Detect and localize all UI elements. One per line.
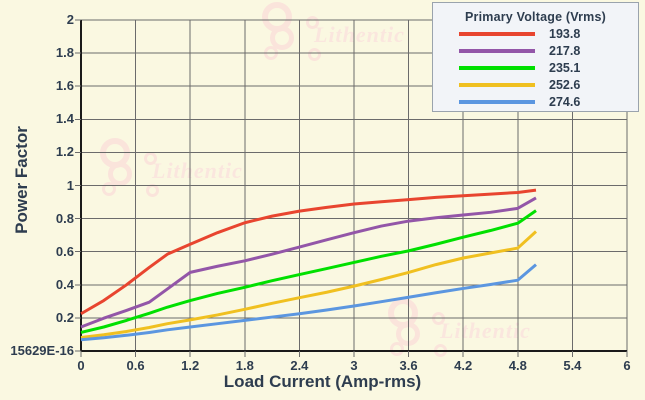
series-line-217.8: [80, 196, 537, 329]
series-line-252.6: [80, 230, 538, 339]
y-tick-label: 0.8: [55, 210, 74, 226]
series-line-193.8: [80, 188, 537, 316]
y-tick-label: 0.6: [55, 243, 74, 259]
y-tick-label: 1.2: [55, 144, 74, 160]
x-tick-label: 0: [77, 358, 85, 373]
legend-item-label: 235.1: [549, 60, 581, 75]
legend-item[interactable]: 235.1: [433, 60, 638, 75]
x-tick-label: 6: [623, 358, 631, 373]
x-tick-label: 3.6: [399, 358, 418, 373]
legend-color-swatch: [459, 99, 535, 104]
legend-color-swatch: [459, 65, 535, 70]
legend-color-swatch: [459, 82, 535, 87]
legend-item-label: 274.6: [549, 94, 581, 109]
y-tick-label: 15629E-16: [10, 343, 74, 358]
legend-item-label: 217.8: [549, 43, 581, 58]
y-axis-title: Power Factor: [12, 126, 31, 234]
legend-item[interactable]: 252.6: [433, 77, 638, 92]
y-tick-label: 1: [66, 177, 74, 193]
legend-item-label: 193.8: [549, 26, 581, 41]
legend-item[interactable]: 217.8: [433, 43, 638, 58]
series-line-274.6: [80, 263, 537, 342]
y-tick-label: 1.4: [55, 111, 74, 127]
legend-items: 193.8 217.8 235.1 252.6 274.6: [433, 26, 638, 109]
legend-item[interactable]: 274.6: [433, 94, 638, 109]
legend-color-swatch: [459, 31, 535, 36]
x-tick-label: 4.8: [508, 358, 527, 373]
legend-color-swatch: [459, 48, 535, 53]
legend-title: Primary Voltage (Vrms): [464, 10, 607, 24]
x-axis-title: Load Current (Amp-rms): [223, 372, 422, 391]
x-tick-label: 5.4: [563, 358, 582, 373]
legend-item-label: 252.6: [549, 77, 581, 92]
y-tick-label: 0.4: [55, 276, 74, 292]
x-tick-label: 4.2: [454, 358, 473, 373]
x-tick-label: 1.2: [181, 358, 200, 373]
data-series: [80, 188, 538, 342]
x-tick-label: 2.4: [290, 358, 309, 373]
legend-item[interactable]: 193.8: [433, 26, 638, 41]
legend: Primary Voltage (Vrms) 193.8 217.8 235.1 25…: [432, 2, 639, 112]
x-tick-label: 0.6: [126, 358, 145, 373]
x-tick-label: 1.8: [235, 358, 254, 373]
y-tick-label: 1.6: [55, 78, 74, 94]
axis-ticks: [75, 19, 628, 357]
y-tick-label: 0.2: [55, 309, 74, 325]
series-line-235.1: [80, 209, 537, 334]
x-tick-label: 3: [350, 358, 358, 373]
y-tick-label: 1.8: [55, 45, 74, 61]
y-tick-label: 2: [66, 12, 74, 27]
